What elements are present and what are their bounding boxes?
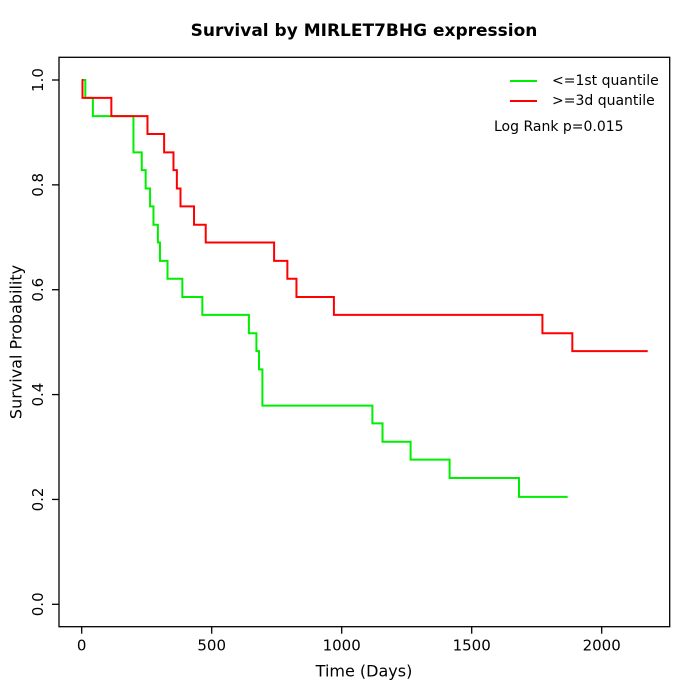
legend-item-quantile3: >=3d quantile: [510, 93, 655, 109]
x-tick-label: 1500: [453, 637, 491, 655]
legend-item-quantile1: <=1st quantile: [510, 73, 659, 89]
x-tick-label: 0: [77, 637, 87, 655]
plot-box: [58, 56, 671, 628]
y-tick-label: 0.2: [29, 488, 47, 512]
x-tick-label: 500: [197, 637, 226, 655]
km-curve-quantile1: [81, 79, 568, 498]
legend-label: <=1st quantile: [552, 73, 659, 89]
km-curve-quantile3: [81, 79, 648, 353]
y-tick-label: 0.8: [29, 173, 47, 197]
log-rank-p-value: Log Rank p=0.015: [494, 119, 624, 135]
y-tick-label: 0.4: [29, 383, 47, 407]
x-axis-label: Time (Days): [315, 661, 413, 681]
legend-swatch-green-line: [510, 80, 537, 82]
chart-title: Survival by MIRLET7BHG expression: [190, 21, 538, 41]
legend-swatch-red-line: [510, 100, 537, 102]
x-tick-label: 2000: [583, 637, 621, 655]
y-tick-label: 0.0: [29, 592, 47, 616]
legend-label: >=3d quantile: [552, 93, 655, 109]
y-tick-label: 0.6: [29, 278, 47, 302]
y-axis-label: Survival Probability: [6, 264, 26, 420]
y-tick-label: 1.0: [29, 68, 47, 92]
x-tick-label: 1000: [323, 637, 361, 655]
